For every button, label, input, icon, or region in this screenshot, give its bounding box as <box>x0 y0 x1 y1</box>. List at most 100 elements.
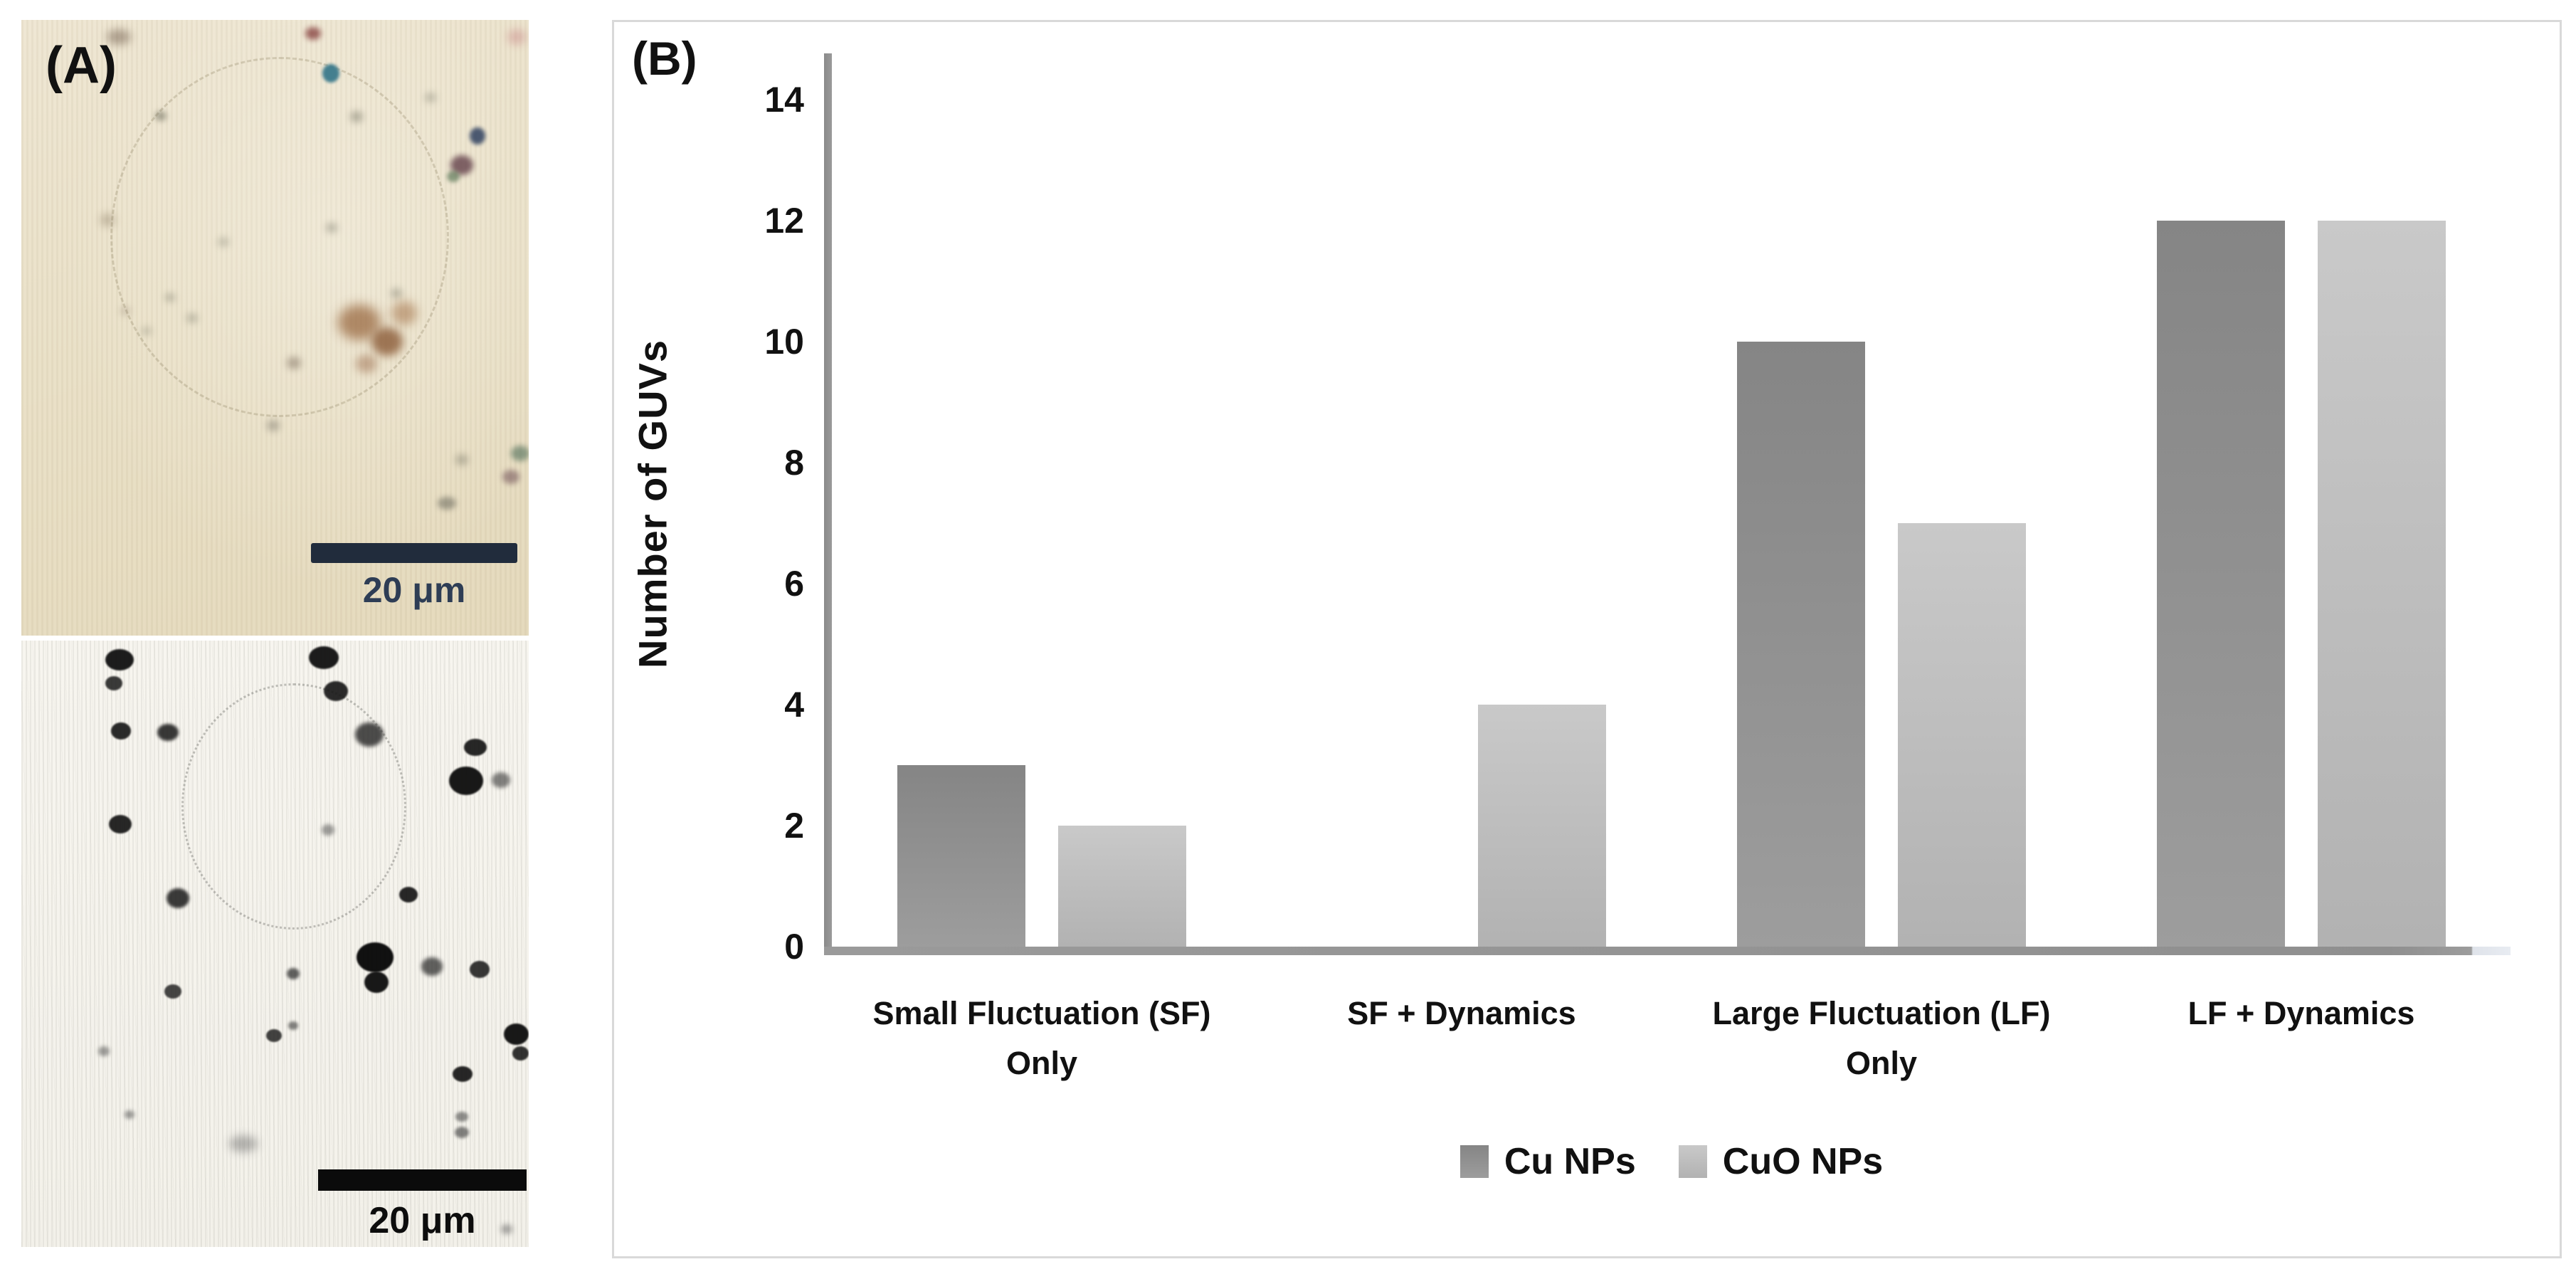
y-axis-line <box>824 53 832 955</box>
particle-spot <box>266 1029 282 1042</box>
particle-spot <box>455 454 468 465</box>
particle-spot <box>326 223 337 233</box>
particle-spot <box>470 961 490 978</box>
particle-spot <box>453 1066 473 1082</box>
particle-spot <box>421 957 443 976</box>
y-tick-label: 12 <box>764 201 804 241</box>
particle-spot <box>322 824 334 836</box>
x-category-label: SF + Dynamics <box>1347 995 1576 1031</box>
chart-legend: Cu NPs CuO NPs <box>832 1143 2511 1180</box>
particle-spot <box>449 767 483 795</box>
particle-spot <box>218 237 229 247</box>
bar-group <box>832 100 1252 947</box>
particle-spot <box>350 111 363 122</box>
particle-spot <box>438 497 456 510</box>
particle-spot <box>371 327 403 356</box>
legend-swatch <box>1678 1145 1707 1178</box>
particle-spot <box>105 649 134 670</box>
particle-spot <box>164 984 181 999</box>
particle-spot <box>324 681 348 701</box>
particle-spot <box>512 1046 529 1061</box>
particle-spot <box>229 1135 258 1152</box>
bar-group <box>2091 100 2511 947</box>
legend-label: CuO NPs <box>1722 1141 1884 1182</box>
bar-group <box>1672 100 2091 947</box>
particle-spot <box>105 676 122 690</box>
scale-bar <box>318 1169 527 1191</box>
y-axis-tick-labels: 0 2 4 6 8 10 12 14 <box>685 82 804 964</box>
particle-spot <box>355 722 384 747</box>
bars-plot-area <box>832 100 2511 947</box>
particle-spot <box>501 1224 512 1234</box>
bar-cuo-nps <box>2318 221 2446 947</box>
particle-spot <box>322 64 339 83</box>
particle-spot <box>464 739 487 756</box>
particle-spot <box>167 888 189 908</box>
bar-chart-panel: (B) Number of GUVs 0 2 4 6 8 10 12 14 Small Flu… <box>612 20 2562 1258</box>
particle-spot <box>425 93 436 102</box>
micrograph-bottom: 20 μm <box>21 641 529 1247</box>
bar-cu-nps <box>897 765 1025 947</box>
legend-entry: Cu NPs <box>1459 1141 1636 1182</box>
particle-spot <box>399 887 418 903</box>
y-tick-label: 8 <box>784 443 804 483</box>
particle-spot <box>120 307 130 315</box>
x-axis-category-labels: Small Fluctuation (SF) Only SF + Dynamics L… <box>832 989 2511 1088</box>
particle-spot <box>492 772 510 788</box>
particle-spot <box>356 354 377 373</box>
bar-cu-nps <box>1737 342 1865 947</box>
bar-cuo-nps <box>1058 826 1186 947</box>
particle-spot <box>287 357 301 369</box>
particle-spot <box>511 446 529 461</box>
particle-spot <box>447 171 460 182</box>
x-category-label: Small Fluctuation (SF) Only <box>872 995 1211 1081</box>
particle-spot <box>305 27 321 40</box>
particle-spot <box>357 942 394 972</box>
particle-spot <box>111 722 131 740</box>
scale-bar <box>311 543 517 563</box>
particle-spot <box>109 815 132 833</box>
particle-spot <box>100 214 115 226</box>
particle-spot <box>125 1110 134 1119</box>
particle-spot <box>507 29 526 45</box>
particle-spot <box>364 972 389 993</box>
particle-spot <box>391 301 417 325</box>
panel-b-label: (B) <box>632 32 697 85</box>
y-axis-title: Number of GUVs <box>630 339 675 669</box>
particle-spot <box>502 470 519 484</box>
legend-label: Cu NPs <box>1504 1141 1636 1182</box>
particle-spot <box>142 327 152 335</box>
particle-spot <box>186 313 198 323</box>
particle-spot <box>288 1021 298 1030</box>
guv-vesicle-outline <box>110 57 449 417</box>
legend-swatch <box>1459 1145 1489 1178</box>
y-tick-label: 4 <box>784 685 804 725</box>
scale-bar-label: 20 μm <box>362 570 466 610</box>
y-tick-label: 14 <box>764 80 804 120</box>
particle-spot <box>107 29 131 45</box>
y-tick-label: 0 <box>784 927 804 967</box>
particle-spot <box>165 293 175 302</box>
y-tick-label: 6 <box>784 564 804 604</box>
particle-spot <box>455 1112 468 1122</box>
micrograph-top: (A) 20 μm <box>21 20 529 636</box>
particle-spot <box>455 1127 469 1138</box>
bar-cu-nps <box>2157 221 2285 947</box>
particle-spot <box>309 646 339 669</box>
legend-entry: CuO NPs <box>1678 1141 1884 1182</box>
panel-a-label: (A) <box>46 37 117 94</box>
particle-spot <box>157 724 179 741</box>
x-axis-line <box>824 947 2511 955</box>
x-category-label: LF + Dynamics <box>2187 995 2415 1031</box>
bar-group <box>1252 100 1672 947</box>
bar-cuo-nps <box>1898 523 2026 947</box>
x-category-label: Large Fluctuation (LF) Only <box>1712 995 2051 1081</box>
guv-vesicle-outline <box>181 683 406 930</box>
particle-spot <box>287 968 300 979</box>
particle-spot <box>267 420 280 431</box>
y-tick-label: 10 <box>764 322 804 362</box>
scale-bar-label: 20 μm <box>369 1200 476 1241</box>
particle-spot <box>98 1046 110 1056</box>
y-tick-label: 2 <box>784 806 804 846</box>
